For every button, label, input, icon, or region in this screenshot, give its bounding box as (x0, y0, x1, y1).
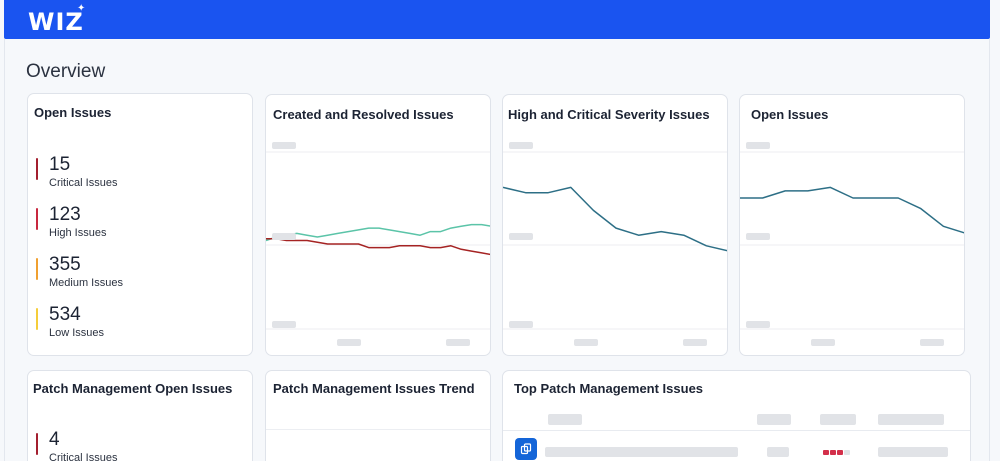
severity-dot (844, 450, 850, 455)
medium-severity-bar (36, 258, 38, 280)
chart-gridline (266, 429, 490, 430)
severity-dot (823, 450, 829, 455)
x-tick-placeholder (920, 339, 944, 346)
series-line-0[interactable] (266, 223, 491, 242)
column-header-placeholder (878, 414, 944, 425)
top-bar: WIZ ✦ (4, 0, 990, 39)
y-tick-placeholder (509, 142, 533, 149)
high-critical-chart (503, 151, 728, 330)
open-issues-card-title: Open Issues (34, 105, 112, 120)
medium-count: 355 (49, 254, 81, 275)
high-severity-bar (36, 208, 38, 230)
series-line-1[interactable] (266, 237, 491, 256)
open-issues-chart-card: Open Issues (739, 94, 965, 356)
column-header-placeholder (757, 414, 791, 425)
low-count: 534 (49, 304, 81, 325)
logo-star-icon: ✦ (77, 3, 86, 14)
x-tick-placeholder (683, 339, 707, 346)
patch-critical-label: Critical Issues (49, 452, 118, 461)
open-issues-card: Open Issues 15 Critical Issues 123 High … (27, 93, 253, 356)
copy-icon-glyph (520, 443, 532, 455)
issue-name-placeholder (545, 447, 738, 457)
top-patch-issues-card: Top Patch Management Issues (502, 370, 971, 461)
critical-severity-bar (36, 433, 38, 455)
series-line-0[interactable] (740, 186, 965, 234)
column-header-placeholder (820, 414, 856, 425)
severity-dot (837, 450, 843, 455)
patch-open-issues-card: Patch Management Open Issues 4 Critical … (27, 370, 253, 461)
issue-value-placeholder (767, 447, 789, 457)
high-critical-card: High and Critical Severity Issues (502, 94, 728, 356)
created-resolved-card: Created and Resolved Issues (265, 94, 491, 356)
y-tick-placeholder (746, 142, 770, 149)
patch-trend-card: Patch Management Issues Trend (265, 370, 491, 461)
patch-trend-title: Patch Management Issues Trend (273, 381, 475, 396)
y-tick-placeholder (746, 321, 770, 328)
y-tick-placeholder (272, 233, 296, 240)
y-tick-placeholder (746, 233, 770, 240)
series-line-0[interactable] (503, 186, 728, 252)
top-patch-issues-title: Top Patch Management Issues (514, 381, 704, 396)
y-tick-placeholder (272, 142, 296, 149)
critical-severity-bar (36, 158, 38, 180)
open-issues-chart-title: Open Issues (751, 107, 829, 122)
created-resolved-title: Created and Resolved Issues (273, 107, 454, 122)
medium-label: Medium Issues (49, 277, 123, 289)
low-label: Low Issues (49, 327, 105, 339)
low-severity-bar (36, 308, 38, 330)
open-issues-line-chart (740, 151, 965, 330)
x-tick-placeholder (337, 339, 361, 346)
copy-icon[interactable] (515, 438, 537, 460)
high-count: 123 (49, 204, 81, 225)
table-row-divider (503, 430, 970, 431)
issue-value-placeholder (878, 447, 948, 457)
column-header-placeholder (548, 414, 582, 425)
high-critical-title: High and Critical Severity Issues (508, 107, 710, 122)
patch-open-issues-title: Patch Management Open Issues (33, 381, 233, 396)
high-label: High Issues (49, 227, 107, 239)
wiz-logo[interactable]: WIZ (28, 8, 84, 36)
critical-count: 15 (49, 154, 71, 175)
page-title: Overview (26, 61, 106, 82)
severity-dot (830, 450, 836, 455)
x-tick-placeholder (574, 339, 598, 346)
x-tick-placeholder (446, 339, 470, 346)
y-tick-placeholder (509, 233, 533, 240)
x-tick-placeholder (811, 339, 835, 346)
critical-label: Critical Issues (49, 177, 118, 189)
y-tick-placeholder (272, 321, 296, 328)
created-resolved-chart (266, 151, 491, 330)
patch-critical-count: 4 (49, 429, 60, 450)
y-tick-placeholder (509, 321, 533, 328)
